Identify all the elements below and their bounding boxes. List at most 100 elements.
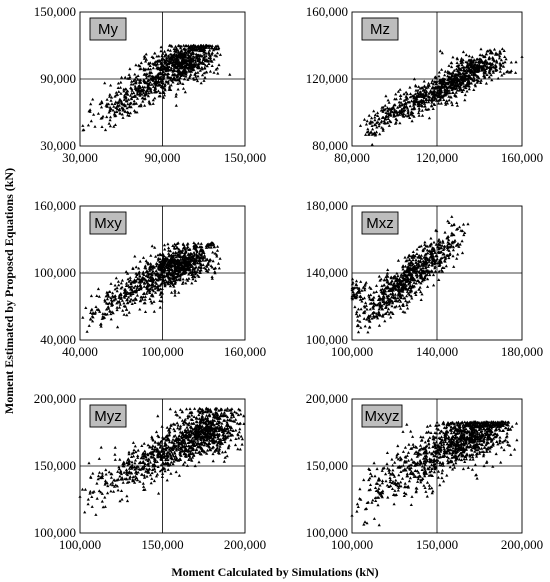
data-point [183,262,187,266]
data-point [89,308,93,312]
data-point [193,262,197,266]
data-point [203,59,207,63]
data-point [463,86,467,90]
data-point [396,296,400,300]
data-point [355,293,359,297]
data-point [437,101,441,105]
data-point [443,259,447,262]
data-point [446,253,450,257]
data-point [152,309,156,313]
data-point [382,302,386,306]
data-point [130,302,134,305]
data-point [172,284,176,288]
data-point [196,268,200,271]
data-point [417,270,421,273]
data-point [496,52,500,56]
data-point [432,98,436,102]
data-point [125,290,130,294]
data-point [368,319,372,323]
data-point [169,66,173,70]
data-point [411,250,415,253]
data-point [174,103,178,107]
data-point [172,279,176,282]
data-point [154,63,158,67]
data-point [366,130,370,133]
data-point [121,309,125,312]
data-point [145,292,149,295]
data-point [163,83,167,86]
data-point [104,104,108,107]
data-point [475,80,479,84]
data-point [170,290,174,294]
data-point [138,307,142,311]
data-point [373,314,377,318]
data-point [362,317,366,320]
data-point [109,296,113,300]
data-point [428,273,432,277]
data-point [424,266,428,270]
data-point [191,65,196,69]
data-point [157,58,161,62]
data-point [396,258,400,262]
data-point [202,71,206,75]
data-point [101,314,105,318]
data-point [409,260,413,263]
data-point [430,81,434,85]
data-point [109,317,113,321]
data-point [149,89,153,92]
data-point [126,271,130,275]
data-point [182,265,187,269]
data-point [409,112,413,115]
data-point [427,263,431,267]
data-point [410,278,414,281]
data-point [373,115,377,119]
data-point [410,261,414,265]
data-point [420,108,424,112]
data-point [360,297,365,300]
data-point [416,262,420,265]
data-point [189,70,194,73]
data-point [193,45,197,49]
data-point [216,437,220,440]
data-point [163,87,167,90]
data-point [166,72,171,75]
data-point [198,49,202,53]
data-point [350,282,354,286]
data-point [150,272,154,276]
data-point [128,67,132,71]
data-point [194,243,198,247]
data-point [140,297,144,301]
data-point [487,55,491,59]
data-point [170,61,174,64]
data-point [160,287,164,290]
data-point [197,460,201,464]
data-point [452,265,456,268]
data-point [139,295,143,299]
data-point [379,306,383,309]
data-point [135,284,140,288]
data-point [200,255,204,258]
data-point [408,293,412,297]
data-point [123,95,127,99]
data-point [430,100,434,104]
data-point [490,62,495,65]
data-point [151,438,155,442]
data-point [443,77,447,81]
data-point [100,116,104,120]
data-point [177,64,181,68]
data-point [400,282,404,285]
data-point [149,86,153,90]
data-point [156,441,160,445]
data-point [176,58,180,62]
data-point [433,266,437,270]
data-point [386,296,390,300]
data-point [112,298,116,302]
data-point [415,97,419,100]
data-point [150,435,154,439]
data-point [174,277,178,281]
data-point [196,63,201,67]
data-point [129,82,133,86]
data-point [385,106,389,110]
data-point [410,256,414,259]
